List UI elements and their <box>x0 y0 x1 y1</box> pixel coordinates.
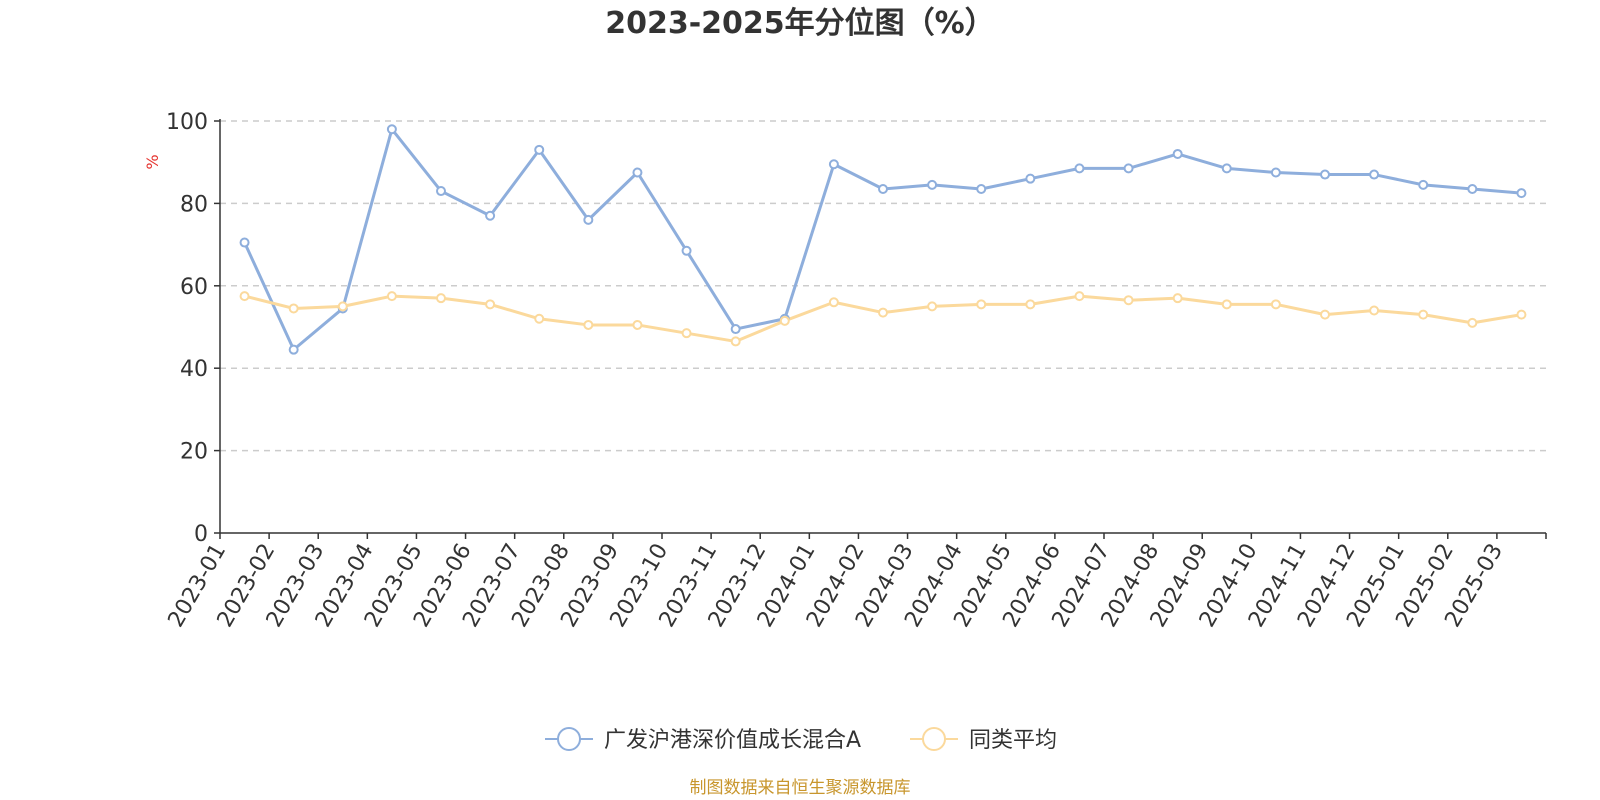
data-point[interactable] <box>1418 179 1429 190</box>
legend-label-0: 广发沪港深价值成长混合A <box>604 728 861 753</box>
data-point[interactable] <box>436 186 446 197</box>
y-tick-label: 100 <box>166 110 208 135</box>
data-point[interactable] <box>1172 148 1183 159</box>
data-point[interactable] <box>1025 173 1036 184</box>
data-point[interactable] <box>1418 309 1429 320</box>
legend-marker-0 <box>557 727 581 751</box>
legend-marker-1 <box>922 727 946 751</box>
data-point[interactable] <box>730 324 741 335</box>
y-tick-label: 20 <box>180 440 208 465</box>
data-point[interactable] <box>1516 188 1527 199</box>
data-point[interactable] <box>681 245 692 256</box>
data-point[interactable] <box>1221 299 1232 310</box>
data-point[interactable] <box>534 144 545 155</box>
data-point[interactable] <box>927 301 938 312</box>
data-point[interactable] <box>828 159 839 170</box>
data-point[interactable] <box>485 210 496 221</box>
data-point[interactable] <box>288 344 299 355</box>
data-point[interactable] <box>1025 299 1036 310</box>
data-point[interactable] <box>1320 309 1330 320</box>
data-point[interactable] <box>1320 169 1330 180</box>
data-point[interactable] <box>878 183 888 194</box>
data-point[interactable] <box>239 237 250 248</box>
data-point[interactable] <box>632 319 643 330</box>
data-point[interactable] <box>1270 299 1281 310</box>
source-note: 制图数据来自恒生聚源数据库 <box>690 778 911 798</box>
data-point[interactable] <box>485 299 496 310</box>
data-point[interactable] <box>288 303 299 314</box>
data-point[interactable] <box>1369 305 1380 316</box>
data-point[interactable] <box>1221 163 1232 174</box>
data-point[interactable] <box>878 307 888 318</box>
data-point[interactable] <box>681 328 692 339</box>
series-line-1 <box>244 294 1522 343</box>
y-tick-label: 40 <box>180 357 208 382</box>
legend-label-1: 同类平均 <box>969 728 1057 753</box>
legend-item-0[interactable]: 广发沪港深价值成长混合A <box>545 727 861 753</box>
data-point[interactable] <box>1467 183 1478 194</box>
data-point[interactable] <box>534 313 545 324</box>
data-point[interactable] <box>386 124 397 135</box>
data-point[interactable] <box>632 167 643 178</box>
y-tick-label: 80 <box>180 192 208 217</box>
axes: 0204060801002023-012023-022023-032023-04… <box>164 110 1547 632</box>
chart-title: 2023-2025年分位图（%） <box>605 6 995 41</box>
y-tick-label: 60 <box>180 275 208 300</box>
data-point[interactable] <box>976 299 987 310</box>
data-point[interactable] <box>1516 309 1527 320</box>
data-point[interactable] <box>1123 295 1134 306</box>
data-point[interactable] <box>337 301 348 312</box>
data-point[interactable] <box>583 214 594 225</box>
data-point[interactable] <box>436 293 446 304</box>
series-group <box>239 124 1527 355</box>
legend[interactable]: 广发沪港深价值成长混合A 同类平均 <box>545 727 1057 753</box>
data-point[interactable] <box>1074 163 1085 174</box>
data-point[interactable] <box>1369 169 1380 180</box>
legend-item-1[interactable]: 同类平均 <box>910 727 1057 753</box>
data-point[interactable] <box>976 183 987 194</box>
data-point[interactable] <box>583 319 594 330</box>
data-point[interactable] <box>1123 163 1134 174</box>
data-point[interactable] <box>1074 291 1085 302</box>
data-point[interactable] <box>239 291 250 302</box>
data-point[interactable] <box>1172 293 1183 304</box>
data-point[interactable] <box>1467 317 1478 328</box>
y-axis-label: % <box>143 154 162 169</box>
data-point[interactable] <box>1270 167 1281 178</box>
data-point[interactable] <box>730 336 741 347</box>
data-point[interactable] <box>828 297 839 308</box>
data-point[interactable] <box>927 179 938 190</box>
data-point[interactable] <box>386 291 397 302</box>
y-tick-label: 0 <box>194 522 208 547</box>
data-point[interactable] <box>779 315 790 326</box>
grid-lines <box>220 120 1546 452</box>
